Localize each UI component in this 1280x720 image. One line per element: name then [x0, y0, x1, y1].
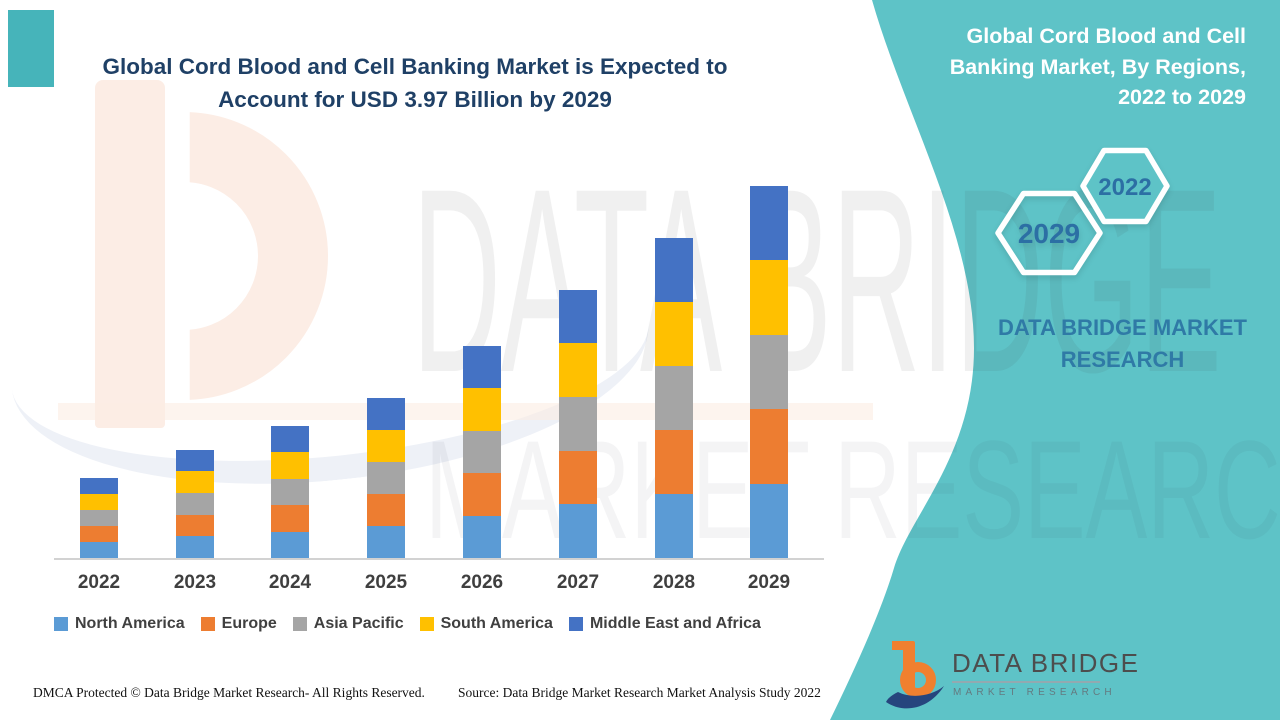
footer-source: Source: Data Bridge Market Research Mark…	[458, 685, 821, 700]
bar-segment-south-america	[655, 301, 693, 366]
logo-b-icon	[886, 641, 944, 709]
brand-caption: DATA BRIDGE MARKET RESEARCH	[980, 312, 1265, 376]
bar-segment-middle-east-and-africa	[176, 449, 214, 472]
bar-segment-middle-east-and-africa	[80, 477, 118, 494]
bar-segment-middle-east-and-africa	[655, 237, 693, 302]
bar-segment-asia-pacific	[655, 365, 693, 430]
bar-segment-europe	[176, 514, 214, 537]
legend-item-north-america: North America	[54, 615, 185, 633]
bar-segment-europe	[655, 429, 693, 494]
bar-segment-north-america	[750, 483, 788, 558]
bar-segment-asia-pacific	[271, 478, 309, 506]
bar-segment-north-america	[176, 536, 214, 558]
legend-item-asia-pacific: Asia Pacific	[292, 615, 404, 633]
teal-panel-shape	[830, 0, 1280, 720]
bar-segment-south-america	[463, 388, 501, 431]
bar-segment-south-america	[271, 452, 309, 479]
panel-title-line1: Global Cord Blood and Cell	[966, 24, 1247, 48]
bar-segment-north-america	[80, 541, 118, 558]
legend-label: Middle East and Africa	[589, 615, 761, 632]
bar-segment-middle-east-and-africa	[367, 397, 405, 430]
bar-segment-south-america	[80, 493, 118, 510]
brand-caption-line2: RESEARCH	[1060, 347, 1185, 372]
x-axis-line	[54, 558, 824, 560]
legend-swatch-south-america	[419, 617, 434, 631]
x-axis-label-2023: 2023	[173, 572, 217, 593]
page-title-line1: Global Cord Blood and Cell Banking Marke…	[102, 54, 728, 79]
logo-swoosh	[886, 686, 944, 709]
legend: North America Europe Asia Pacific South …	[54, 615, 761, 633]
bar-segment-middle-east-and-africa	[271, 426, 309, 453]
x-axis-label-2027: 2027	[556, 572, 600, 593]
legend-label: Asia Pacific	[313, 615, 404, 632]
page-title: Global Cord Blood and Cell Banking Marke…	[55, 50, 775, 116]
bar-segment-south-america	[367, 429, 405, 462]
brand-caption-line1: DATA BRIDGE MARKET	[998, 315, 1247, 340]
logo-b-bowl	[900, 662, 936, 698]
legend-swatch-middle-east-africa	[568, 617, 583, 631]
x-axis-label-2028: 2028	[652, 572, 696, 593]
legend-item-south-america: South America	[419, 615, 553, 633]
legend-label: North America	[75, 615, 185, 632]
bar-segment-europe	[80, 525, 118, 542]
legend-label: South America	[440, 615, 553, 632]
bar-segment-europe	[367, 493, 405, 526]
legend-item-middle-east-africa: Middle East and Africa	[568, 615, 761, 633]
bar-segment-south-america	[750, 260, 788, 335]
x-axis-label-2029: 2029	[747, 572, 791, 593]
legend-swatch-north-america	[54, 617, 68, 631]
bar-segment-asia-pacific	[750, 334, 788, 410]
bar-segment-middle-east-and-africa	[559, 289, 597, 344]
bar-segment-south-america	[559, 343, 597, 397]
bar-segment-asia-pacific	[367, 461, 405, 494]
hexagon-label-2029: 2029	[1018, 218, 1080, 249]
bar-segment-europe	[750, 409, 788, 484]
logo-b-hook	[892, 641, 906, 650]
bar-segment-north-america	[367, 525, 405, 558]
hexagon-2029	[995, 190, 1103, 276]
bar-segment-europe	[559, 450, 597, 505]
panel-title-line3: 2022 to 2029	[1118, 85, 1246, 109]
x-axis-label-2024: 2024	[268, 572, 312, 593]
hexagon-label-2022: 2022	[1098, 174, 1151, 201]
bar-segment-middle-east-and-africa	[750, 185, 788, 261]
logo-subname: MARKET RESEARCH	[953, 687, 1116, 698]
logo-name: DATA BRIDGE	[952, 648, 1140, 678]
bar-segment-asia-pacific	[176, 493, 214, 515]
bar-segment-asia-pacific	[80, 509, 118, 526]
watermark-b-stem	[95, 80, 165, 428]
bar-segment-europe	[271, 505, 309, 532]
legend-swatch-asia-pacific	[292, 617, 307, 631]
bar-segment-asia-pacific	[463, 430, 501, 474]
legend-label: Europe	[221, 615, 277, 632]
bar-segment-asia-pacific	[559, 396, 597, 451]
panel-title-line2: Banking Market, By Regions,	[949, 54, 1246, 79]
panel-title: Global Cord Blood and Cell Banking Marke…	[900, 21, 1246, 113]
bar-segment-europe	[463, 473, 501, 516]
footer-dmca: DMCA Protected © Data Bridge Market Rese…	[33, 685, 425, 700]
bar-segment-north-america	[463, 515, 501, 558]
logo-divider	[952, 681, 1100, 683]
bar-segment-middle-east-and-africa	[463, 346, 501, 389]
x-axis-label-2025: 2025	[364, 572, 408, 593]
corner-accent-square	[8, 10, 54, 87]
legend-swatch-europe	[200, 617, 215, 631]
x-axis-label-2026: 2026	[460, 572, 504, 593]
bar-segment-north-america	[655, 493, 693, 558]
bar-segment-north-america	[559, 504, 597, 558]
x-axis-label-2022: 2022	[77, 572, 121, 593]
legend-item-europe: Europe	[200, 615, 277, 633]
hexagon-2022	[1080, 147, 1170, 225]
bar-segment-north-america	[271, 531, 309, 558]
bar-segment-south-america	[176, 471, 214, 493]
page-title-line2: Account for USD 3.97 Billion by 2029	[218, 87, 612, 112]
